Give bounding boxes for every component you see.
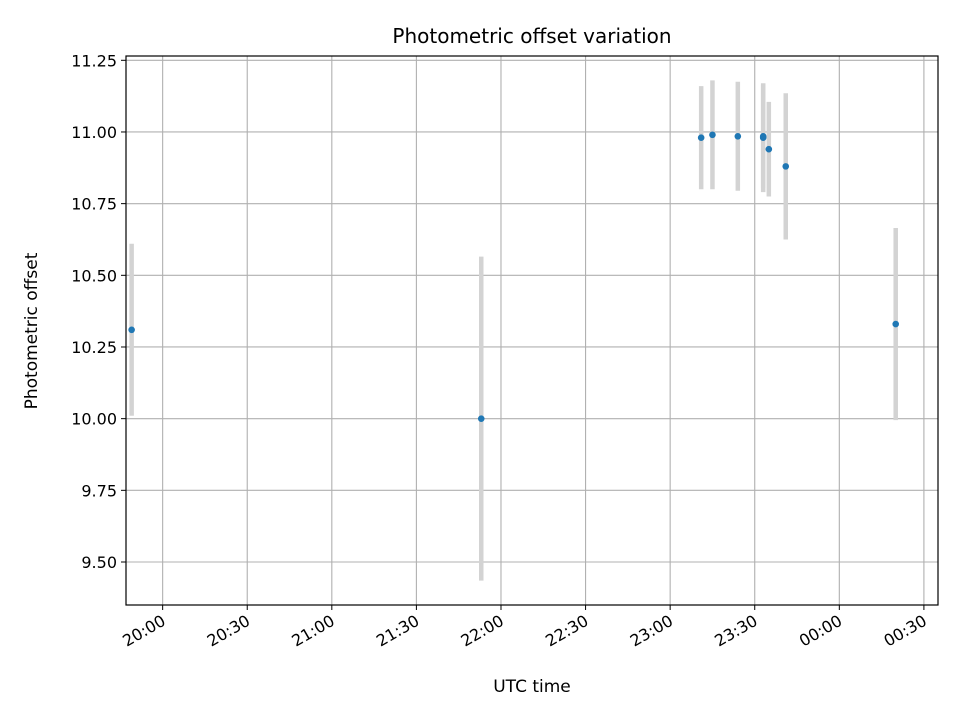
data-point	[709, 131, 716, 139]
data-point	[734, 132, 742, 140]
y-tick-label: 11.00	[71, 123, 117, 142]
data-point	[782, 163, 790, 170]
y-tick-label: 10.50	[71, 266, 117, 285]
data-points	[128, 131, 900, 422]
y-tick-label: 10.00	[71, 410, 117, 429]
data-point	[477, 415, 485, 422]
data-point	[765, 145, 773, 153]
data-point	[759, 132, 767, 140]
data-point	[892, 320, 900, 328]
y-tick-label: 9.75	[81, 481, 117, 500]
x-axis-title: UTC time	[493, 677, 571, 697]
y-tick-label: 10.25	[71, 338, 117, 357]
plot-frame	[125, 55, 939, 606]
grid	[126, 56, 938, 605]
y-axis-title: Photometric offset	[22, 252, 42, 409]
y-tick-label: 11.25	[71, 51, 117, 70]
y-tick-label: 9.50	[81, 553, 117, 572]
chart-title: Photometric offset variation	[392, 24, 671, 48]
data-point	[697, 134, 705, 142]
y-tick-label: 10.75	[71, 195, 117, 214]
y-axis: 9.50 9.75 10.00 10.25 10.50 10.75 11.00 11.25	[71, 51, 126, 572]
data-point	[128, 326, 135, 334]
